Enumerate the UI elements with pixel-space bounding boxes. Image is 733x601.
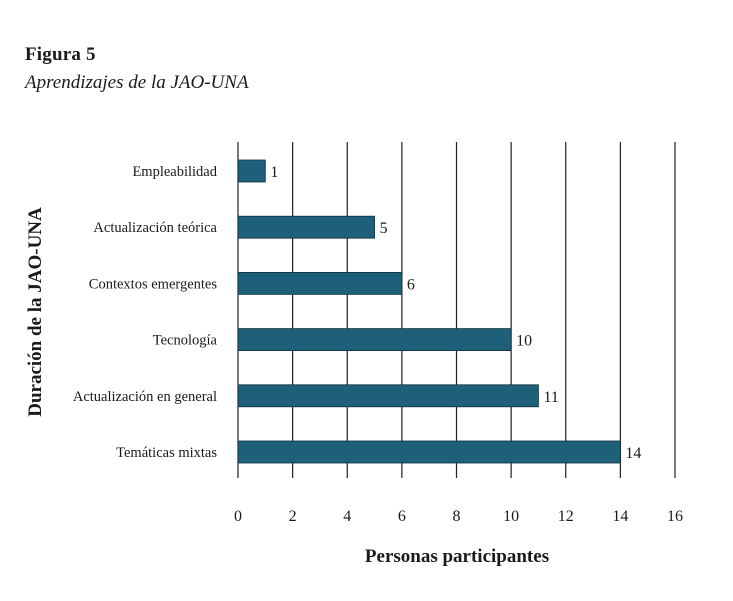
x-tick-label: 10 <box>503 508 519 525</box>
category-label: Empleabilidad <box>132 164 217 180</box>
data-label: 6 <box>407 276 415 293</box>
category-labels: Empleabilidad Actualización teórica Contex… <box>73 164 218 461</box>
data-label: 10 <box>516 333 532 350</box>
figure-title: Aprendizajes de la JAO-UNA <box>25 72 249 93</box>
category-label: Actualización teórica <box>93 220 217 236</box>
x-tick-label: 8 <box>453 508 461 525</box>
data-labels: 1 5 6 10 11 14 <box>270 164 641 462</box>
x-tick-label: 14 <box>612 508 628 525</box>
x-tick-labels: 0 2 4 6 8 10 12 14 16 <box>234 508 683 525</box>
data-label: 1 <box>270 164 278 181</box>
category-label: Actualización en general <box>73 389 217 405</box>
bar <box>237 215 375 239</box>
data-label: 5 <box>380 220 388 237</box>
figure-label: Figura 5 <box>25 44 96 65</box>
bar <box>237 384 539 408</box>
data-label: 14 <box>625 445 641 462</box>
category-label: Contextos emergentes <box>89 276 218 292</box>
bar <box>237 271 403 295</box>
y-axis-title: Duración de la JAO-UNA <box>25 207 46 417</box>
x-axis-title: Personas participantes <box>365 546 549 567</box>
x-tick-label: 16 <box>667 508 683 525</box>
x-tick-label: 12 <box>558 508 574 525</box>
bar <box>237 440 621 464</box>
data-label: 11 <box>543 389 558 406</box>
x-tick-label: 6 <box>398 508 406 525</box>
bar <box>237 159 266 183</box>
x-tick-label: 4 <box>343 508 351 525</box>
x-tick-label: 0 <box>234 508 242 525</box>
category-label: Temáticas mixtas <box>116 445 217 461</box>
category-label: Tecnología <box>153 333 218 349</box>
gridlines <box>237 142 676 478</box>
bars <box>237 159 621 464</box>
bar <box>237 328 512 352</box>
x-tick-label: 2 <box>289 508 297 525</box>
